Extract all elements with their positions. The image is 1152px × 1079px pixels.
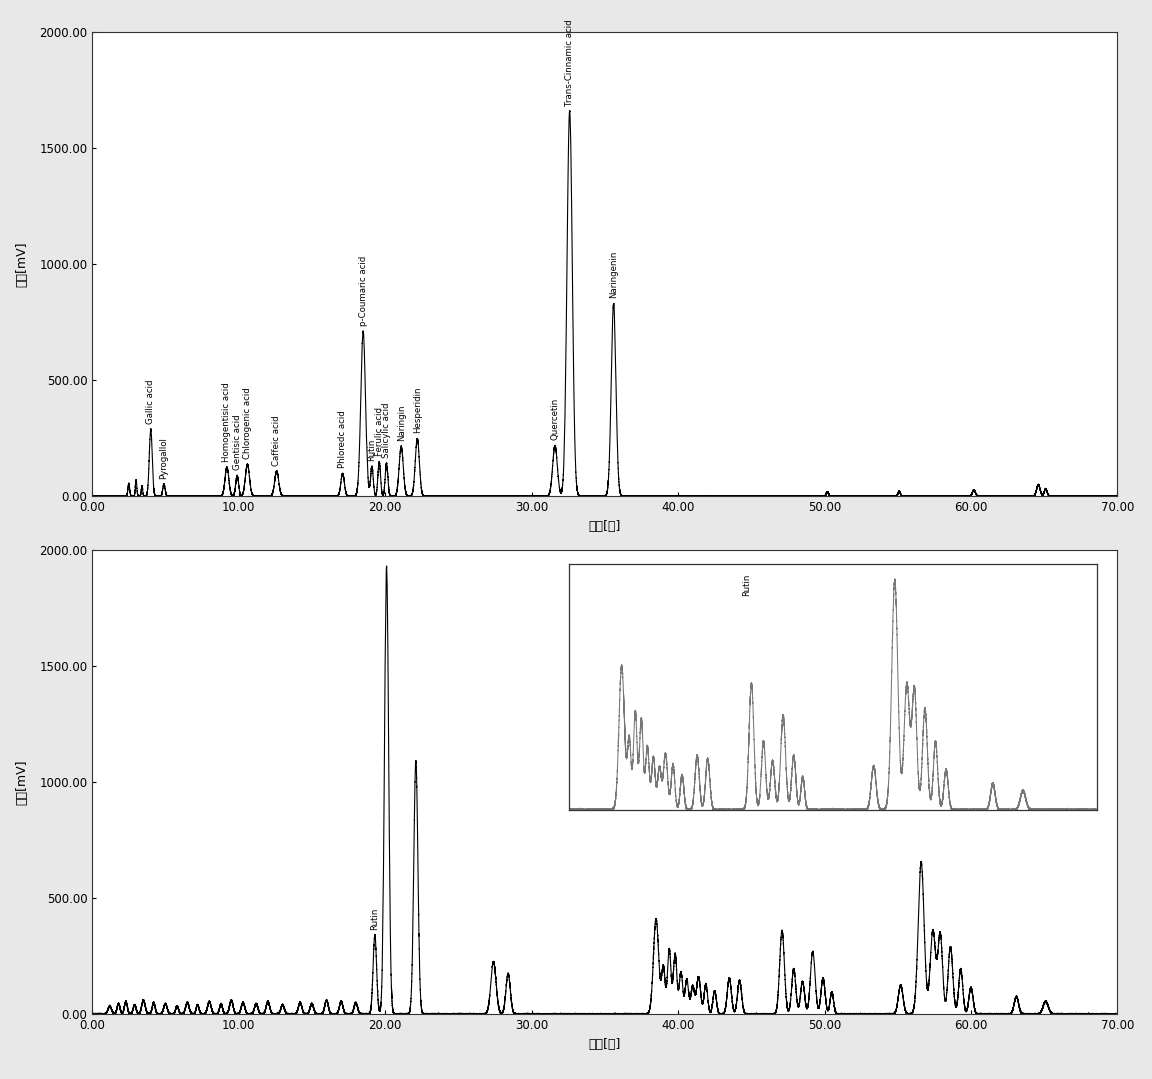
X-axis label: 시간[분]: 시간[분]	[589, 520, 621, 533]
Text: Quercetin: Quercetin	[551, 398, 560, 440]
Y-axis label: 전압[mV]: 전압[mV]	[15, 242, 28, 287]
Text: Ferulic acid: Ferulic acid	[374, 408, 384, 456]
Text: Hesperidin: Hesperidin	[412, 386, 422, 434]
Text: Caffeic acid: Caffeic acid	[272, 415, 281, 466]
Text: Pyrogallol: Pyrogallol	[159, 437, 168, 479]
Text: Naringenin: Naringenin	[609, 250, 619, 298]
Text: Gallic acid: Gallic acid	[146, 379, 156, 424]
Text: p-Coumaric acid: p-Coumaric acid	[358, 256, 367, 326]
Text: Homogentisic acid: Homogentisic acid	[222, 382, 232, 462]
Text: Trans-Cinnamic acid: Trans-Cinnamic acid	[566, 19, 574, 106]
Text: Chlorogenic acid: Chlorogenic acid	[243, 387, 252, 459]
Text: Naringin: Naringin	[396, 405, 406, 441]
Text: Gentisic acid: Gentisic acid	[233, 414, 242, 470]
Text: Rutin: Rutin	[367, 439, 377, 461]
Text: Phloredc acid: Phloredc acid	[339, 410, 347, 468]
Y-axis label: 전압[mV]: 전압[mV]	[15, 760, 28, 805]
X-axis label: 시간[분]: 시간[분]	[589, 1038, 621, 1051]
Text: Rutin: Rutin	[370, 907, 379, 930]
Text: Salicylic acid: Salicylic acid	[382, 402, 391, 457]
